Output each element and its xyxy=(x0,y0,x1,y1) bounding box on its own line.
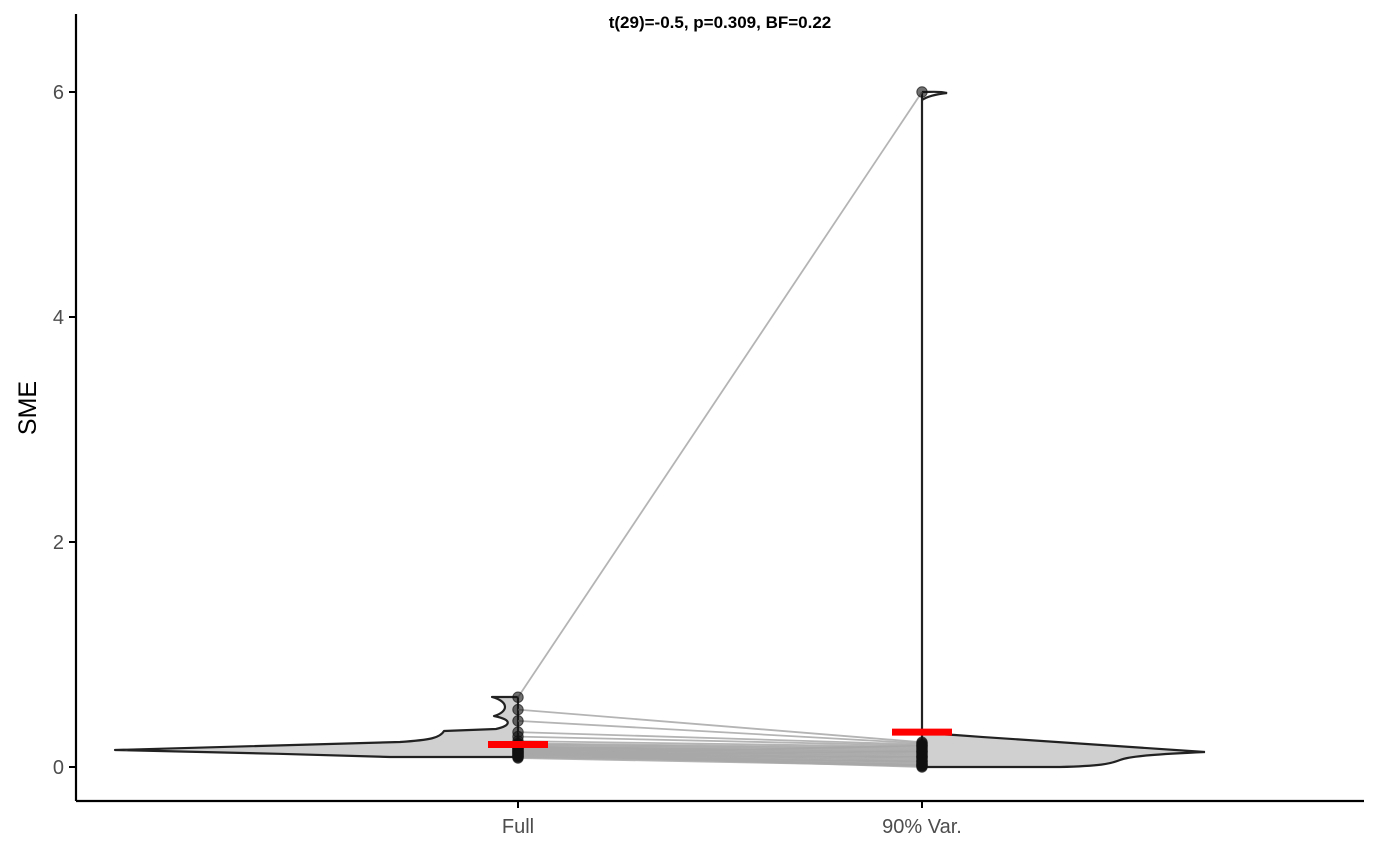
violin-90var-outline xyxy=(921,731,1206,769)
violin-full xyxy=(113,695,520,759)
violin-90var-tip xyxy=(921,90,948,101)
data-point xyxy=(512,752,524,764)
data-point xyxy=(916,760,928,772)
y-tick-label: 0 xyxy=(53,757,64,779)
ticks-layer: 0 2 4 6 Full 90% Var. xyxy=(53,82,962,838)
mean-markers-layer xyxy=(488,728,952,748)
data-point xyxy=(512,703,524,716)
paired-line xyxy=(517,757,923,767)
data-point xyxy=(916,86,928,98)
paired-line xyxy=(517,719,923,745)
chart-title: t(29)=-0.5, p=0.309, BF=0.22 xyxy=(609,13,832,32)
paired-line xyxy=(517,746,923,756)
paired-line xyxy=(517,749,923,761)
y-tick-label: 4 xyxy=(53,307,64,329)
y-tick-label: 6 xyxy=(53,82,64,104)
paired-line xyxy=(517,750,923,757)
violins-layer xyxy=(113,90,1206,769)
paired-lines-layer xyxy=(517,91,923,768)
data-point xyxy=(512,715,524,727)
paired-line xyxy=(517,91,923,698)
axes-layer xyxy=(74,14,1364,803)
x-tick-label: Full xyxy=(502,816,534,838)
paired-line xyxy=(517,731,923,746)
paired-line xyxy=(517,755,923,766)
paired-line xyxy=(517,735,923,747)
points-layer xyxy=(512,86,928,773)
paired-line xyxy=(517,740,923,748)
paired-line xyxy=(517,744,923,752)
paired-line xyxy=(517,744,923,756)
x-tick-label: 90% Var. xyxy=(882,816,962,838)
data-point xyxy=(512,691,524,703)
paired-line xyxy=(517,754,923,758)
y-axis-title: SME xyxy=(14,381,42,435)
violin-90var-body xyxy=(922,92,1205,767)
paired-line xyxy=(517,743,923,750)
paired-line xyxy=(517,708,923,744)
y-tick-label: 2 xyxy=(53,532,64,554)
